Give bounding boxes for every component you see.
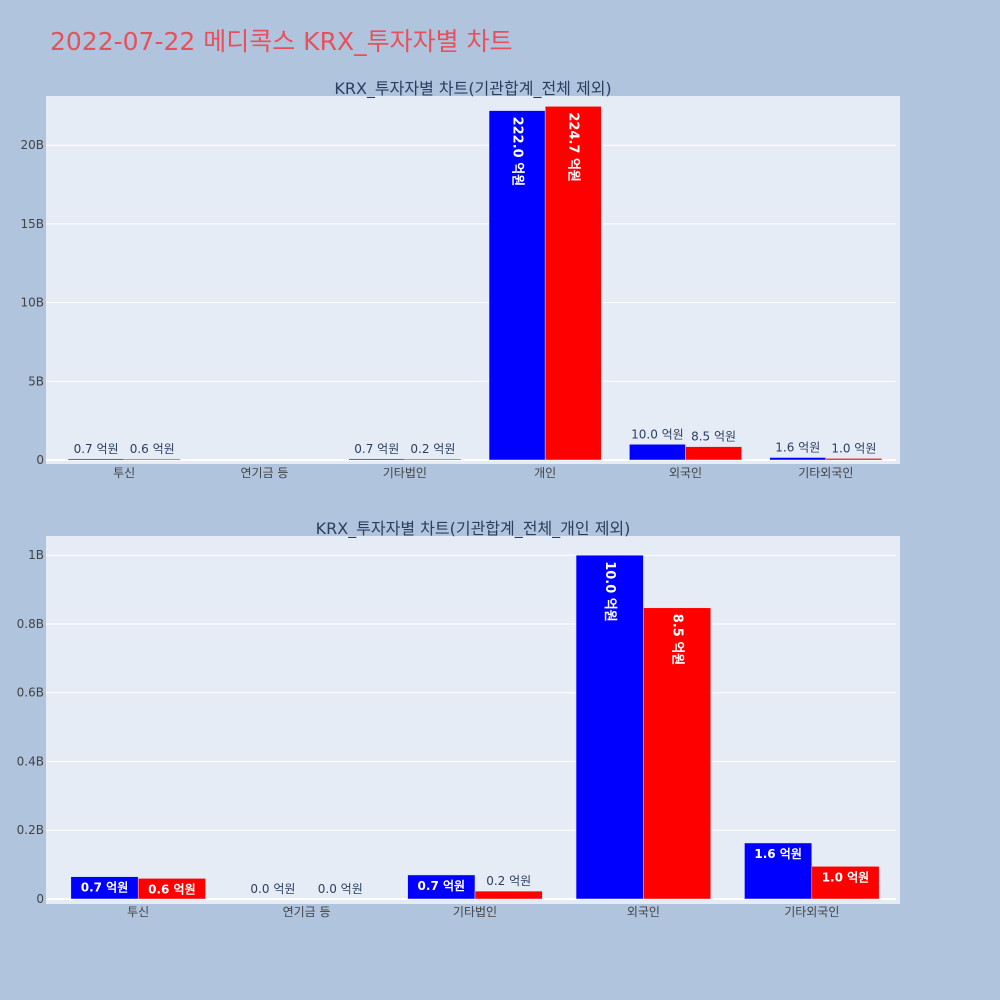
bar-value-label: 1.6 억원 <box>775 440 820 454</box>
bar-sell <box>474 890 543 900</box>
bar-sell <box>123 458 181 461</box>
bar-buy <box>629 444 686 461</box>
bar-value-label: 0.2 억원 <box>410 442 455 456</box>
plot-area <box>46 536 900 904</box>
bar-value-label: 8.5 억원 <box>670 614 685 665</box>
bar-value-label: 0.6 억원 <box>148 882 196 896</box>
bar-sell <box>685 446 742 461</box>
bar-sell <box>404 458 462 461</box>
x-tick-label: 투신 <box>113 466 135 480</box>
x-tick-label: 연기금 등 <box>241 466 289 480</box>
y-tick-label: 0.2B <box>17 823 44 837</box>
chart-title: KRX_투자자별 차트(기관합계_전체 제외) <box>334 79 611 99</box>
x-tick-label: 기타외국인 <box>784 905 839 919</box>
bar-sell <box>137 878 206 900</box>
x-tick-label: 기타외국인 <box>798 466 853 480</box>
y-tick-label: 0 <box>36 453 44 467</box>
bar-value-label: 0.7 억원 <box>418 879 466 893</box>
y-tick-label: 1B <box>28 548 44 562</box>
bar-buy <box>744 842 813 900</box>
y-tick-label: 20B <box>20 138 44 152</box>
bar-value-label: 0.0 억원 <box>318 882 363 896</box>
y-tick-label: 0.4B <box>17 754 44 768</box>
x-tick-label: 투신 <box>127 905 149 919</box>
bar-buy <box>407 874 476 900</box>
bar-value-label: 8.5 억원 <box>691 430 736 444</box>
bar-value-label: 0.7 억원 <box>81 881 129 895</box>
chart-title: KRX_투자자별 차트(기관합계_전체_개인 제외) <box>316 519 631 539</box>
bar-sell <box>811 866 880 900</box>
bar-value-label: 10.0 억원 <box>602 561 617 622</box>
x-tick-label: 개인 <box>534 466 556 480</box>
bar-sell <box>643 607 712 900</box>
y-tick-label: 15B <box>20 217 44 231</box>
x-tick-label: 외국인 <box>669 466 702 480</box>
bar-value-label: 224.7 억원 <box>566 112 581 182</box>
bar-value-label: 0.6 억원 <box>130 442 175 456</box>
y-tick-label: 0.6B <box>17 686 44 700</box>
bar-buy <box>575 554 644 900</box>
y-tick-label: 0 <box>36 892 44 906</box>
bar-buy <box>67 458 125 461</box>
bar-value-label: 0.2 억원 <box>486 874 531 888</box>
bar-value-label: 10.0 억원 <box>631 427 684 441</box>
bar-value-label: 0.0 억원 <box>250 882 295 896</box>
bar-value-label: 1.0 억원 <box>831 441 876 455</box>
y-tick-label: 10B <box>20 296 44 310</box>
x-tick-label: 연기금 등 <box>283 905 331 919</box>
bar-value-label: 0.7 억원 <box>74 442 119 456</box>
bar-sell <box>825 458 883 461</box>
bar-buy <box>348 458 406 461</box>
bar-value-label: 1.6 억원 <box>754 847 802 861</box>
x-tick-label: 기타법인 <box>383 466 427 480</box>
bar-buy <box>488 110 546 461</box>
bar-value-label: 0.7 억원 <box>354 442 399 456</box>
chart-2: 0 0.2B 0.4B 0.6B 0.8B 1B KRX_투자자별 차트(기관합계_전체_개… <box>17 519 900 919</box>
x-tick-label: 기타법인 <box>453 905 497 919</box>
bar-value-label: 1.0 억원 <box>822 870 870 884</box>
page-title: 2022-07-22 메디콕스 KRX_투자자별 차트 <box>50 27 513 56</box>
bar-value-label: 222.0 억원 <box>510 117 525 187</box>
y-tick-label: 0.8B <box>17 617 44 631</box>
bar-buy <box>769 457 827 461</box>
plot-area <box>46 96 900 464</box>
chart-1: 0 5B 10B 15B 20B KRX_투자자별 차트(기관합계_전체 제외) 투신 0.7… <box>20 79 900 480</box>
y-tick-label: 5B <box>28 374 44 388</box>
bar-sell <box>544 106 602 461</box>
x-tick-label: 외국인 <box>627 905 660 919</box>
